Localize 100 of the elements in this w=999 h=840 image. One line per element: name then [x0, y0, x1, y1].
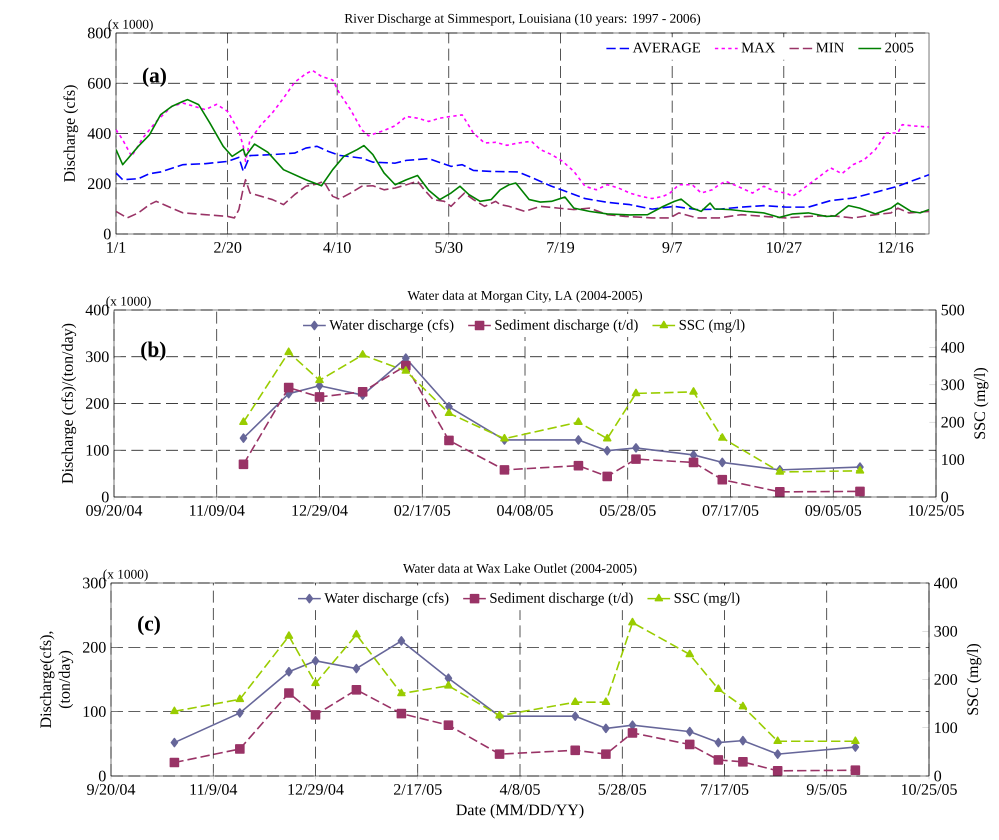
- x-tick-label: 09/20/04: [86, 505, 142, 516]
- point: [574, 460, 584, 470]
- chart-title: River Discharge at Simmesport, Louisiana (10 years: 1997 - 2006): [344, 13, 700, 26]
- point: [310, 710, 320, 720]
- point: [774, 749, 782, 759]
- legend-label: Water discharge (cfs): [324, 592, 448, 606]
- x-tick-label: 7/19: [547, 242, 574, 253]
- point: [570, 745, 580, 756]
- x-tick-label: 11/09/04: [190, 505, 245, 516]
- point: [602, 697, 610, 705]
- x-tick-label: 10/27: [767, 242, 802, 253]
- y2-tick-label: 0: [934, 770, 942, 782]
- point: [284, 347, 293, 356]
- legend-label: AVERAGE: [632, 42, 700, 53]
- legend-label: MAX: [742, 42, 776, 52]
- legend-label: SSC (mg/l): [674, 592, 740, 606]
- y-tick-label: 0: [98, 770, 106, 782]
- x-tick-label: 02/17/05: [394, 505, 450, 516]
- x-tick-label: 2/17/05: [394, 784, 442, 795]
- point: [495, 710, 504, 718]
- y2-tick-label: 200: [941, 416, 964, 428]
- point: [285, 666, 293, 677]
- point: [397, 688, 406, 696]
- point: [851, 736, 860, 744]
- point: [444, 436, 454, 446]
- legend-label: Water discharge (cfs): [329, 319, 454, 333]
- point: [402, 366, 410, 374]
- point: [688, 458, 698, 468]
- x-tick-label: 12/29/04: [288, 784, 344, 795]
- point: [602, 472, 612, 482]
- y-tick-label: 200: [83, 642, 106, 653]
- point: [685, 650, 694, 658]
- point: [312, 656, 320, 666]
- y-tick-label: 100: [86, 444, 109, 456]
- legend-label: Sediment discharge (t/d): [495, 319, 638, 333]
- point: [739, 736, 747, 746]
- x-tick-label: 11/9/04: [190, 784, 238, 795]
- point: [850, 765, 860, 776]
- y2-tick-label: 100: [942, 454, 964, 465]
- point: [315, 376, 324, 384]
- point: [714, 738, 722, 748]
- point: [352, 630, 361, 638]
- point: [773, 736, 782, 744]
- x-tick-label: 10/25/05: [908, 505, 964, 516]
- point: [574, 417, 583, 425]
- point: [632, 443, 640, 453]
- point: [500, 434, 509, 442]
- point: [601, 749, 611, 759]
- y-tick-label: 0: [102, 492, 109, 502]
- x-tick-label: 4/8/05: [500, 784, 540, 795]
- x-tick-label: 9/5/05: [806, 784, 847, 795]
- y-tick-label: 800: [88, 28, 111, 38]
- point: [686, 726, 694, 736]
- x-tick-label: 9/7: [662, 242, 682, 253]
- point: [856, 466, 864, 474]
- point: [602, 724, 610, 734]
- point: [775, 487, 785, 497]
- annotation: (c): [138, 616, 160, 636]
- point: [238, 459, 248, 470]
- point: [628, 720, 636, 730]
- y2-tick-label: 200: [934, 674, 958, 685]
- y2-tick-label: 400: [934, 578, 958, 588]
- y-tick-label: 600: [88, 78, 111, 89]
- point: [772, 766, 782, 776]
- point: [236, 694, 244, 702]
- legend-label: SSC (mg/l): [680, 319, 744, 333]
- y-axis-title: Discharge (cfs)/(ton/day): [61, 324, 76, 484]
- point: [444, 673, 452, 684]
- y2-tick-label: 400: [941, 342, 964, 353]
- chart-title: Water data at Wax Lake Outlet (2004-2005): [402, 564, 636, 576]
- point: [239, 417, 248, 425]
- point: [235, 744, 245, 754]
- x-tick-label: 5/30: [435, 242, 462, 253]
- point: [170, 758, 180, 768]
- point: [500, 465, 510, 475]
- legend-label: MIN: [816, 42, 844, 52]
- point: [240, 433, 248, 443]
- point: [628, 618, 637, 626]
- legend-label: Sediment discharge (t/d): [490, 592, 633, 606]
- point: [738, 757, 748, 767]
- y-tick-label: 200: [88, 178, 111, 190]
- point: [170, 738, 178, 748]
- point: [855, 486, 865, 496]
- point: [631, 454, 641, 464]
- point: [444, 720, 454, 730]
- point: [570, 697, 580, 705]
- point: [714, 755, 724, 765]
- y-tick-label: 300: [86, 351, 109, 362]
- x-tick-label: 7/17/05: [701, 784, 748, 795]
- y2-tick-label: 300: [934, 626, 958, 637]
- point: [352, 664, 360, 674]
- y-tick-label: 400: [88, 128, 111, 139]
- x-tick-label: 09/05/05: [805, 505, 862, 516]
- y-tick-label: 0: [104, 228, 111, 240]
- annotation: (b): [141, 341, 166, 361]
- x-tick-label: 10/25/05: [902, 784, 957, 795]
- point: [628, 728, 638, 738]
- x-tick-label: 07/17/05: [702, 505, 758, 516]
- point: [352, 684, 362, 695]
- y-axis-title: Discharge (cfs): [63, 85, 78, 182]
